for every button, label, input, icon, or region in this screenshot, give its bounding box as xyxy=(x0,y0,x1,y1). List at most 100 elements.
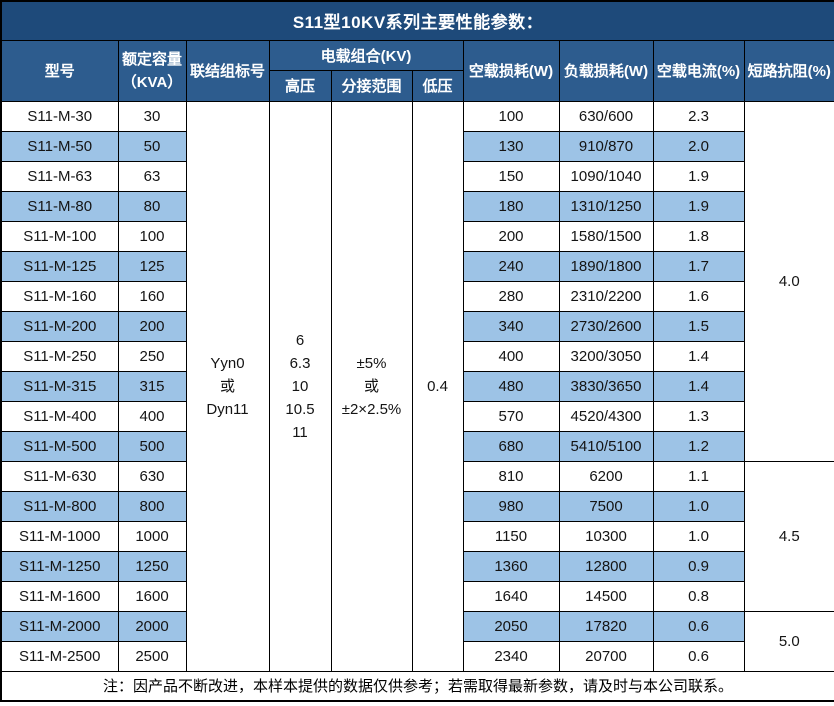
table-row: S11-M-250 250 400 3200/3050 1.4 xyxy=(0,340,834,372)
low-voltage-cell: 0.4 xyxy=(411,100,464,672)
capacity-cell: 500 xyxy=(117,430,187,462)
header-model: 型号 xyxy=(0,39,119,102)
header-load-loss: 负载损耗(W) xyxy=(558,39,654,102)
model-cell: S11-M-500 xyxy=(0,430,119,462)
no-load-current-cell: 1.4 xyxy=(652,370,745,402)
load-loss-cell: 2310/2200 xyxy=(558,280,654,312)
model-cell: S11-M-315 xyxy=(0,370,119,402)
no-load-loss-cell: 340 xyxy=(462,310,560,342)
no-load-current-cell: 1.0 xyxy=(652,490,745,522)
no-load-loss-cell: 240 xyxy=(462,250,560,282)
footer-note: 注：因产品不断改进，本样本提供的数据仅供参考；若需取得最新参数，请及时与本公司联… xyxy=(0,670,834,702)
table-row: S11-M-500 500 680 5410/5100 1.2 xyxy=(0,430,834,462)
no-load-loss-cell: 810 xyxy=(462,460,560,492)
no-load-loss-cell: 100 xyxy=(462,100,560,132)
capacity-cell: 160 xyxy=(117,280,187,312)
load-loss-cell: 12800 xyxy=(558,550,654,582)
table-row: S11-M-400 400 570 4520/4300 1.3 xyxy=(0,400,834,432)
no-load-loss-cell: 130 xyxy=(462,130,560,162)
table-row: S11-M-63 63 150 1090/1040 1.9 xyxy=(0,160,834,192)
no-load-current-cell: 1.0 xyxy=(652,520,745,552)
load-loss-cell: 630/600 xyxy=(558,100,654,132)
table-row: S11-M-1000 1000 1150 10300 1.0 xyxy=(0,520,834,552)
capacity-cell: 1600 xyxy=(117,580,187,612)
no-load-loss-cell: 180 xyxy=(462,190,560,222)
model-cell: S11-M-1250 xyxy=(0,550,119,582)
no-load-current-cell: 0.9 xyxy=(652,550,745,582)
title-row: S11型10KV系列主要性能参数： xyxy=(0,0,834,41)
no-load-loss-cell: 1360 xyxy=(462,550,560,582)
header-no-load-current: 空载电流(%) xyxy=(652,39,745,102)
table-row: S11-M-630 630 810 6200 1.1 4.5 xyxy=(0,460,834,612)
model-cell: S11-M-1600 xyxy=(0,580,119,612)
header-no-load-loss: 空载损耗(W) xyxy=(462,39,560,102)
no-load-current-cell: 1.9 xyxy=(652,190,745,222)
load-loss-cell: 910/870 xyxy=(558,130,654,162)
table-row: S11-M-125 125 240 1890/1800 1.7 xyxy=(0,250,834,282)
load-loss-cell: 10300 xyxy=(558,520,654,552)
table-row: S11-M-800 800 980 7500 1.0 xyxy=(0,490,834,522)
no-load-current-cell: 1.3 xyxy=(652,400,745,432)
capacity-cell: 125 xyxy=(117,250,187,282)
load-loss-cell: 14500 xyxy=(558,580,654,612)
model-cell: S11-M-2500 xyxy=(0,640,119,672)
table-row: S11-M-200 200 340 2730/2600 1.5 xyxy=(0,310,834,342)
tap-range-cell: ±5% 或 ±2×2.5% xyxy=(330,100,413,672)
model-cell: S11-M-160 xyxy=(0,280,119,312)
load-loss-cell: 1090/1040 xyxy=(558,160,654,192)
load-loss-cell: 5410/5100 xyxy=(558,430,654,462)
no-load-loss-cell: 280 xyxy=(462,280,560,312)
capacity-cell: 315 xyxy=(117,370,187,402)
impedance-cell: 4.0 xyxy=(743,100,834,462)
no-load-current-cell: 0.8 xyxy=(652,580,745,612)
no-load-current-cell: 1.6 xyxy=(652,280,745,312)
no-load-current-cell: 1.8 xyxy=(652,220,745,252)
capacity-cell: 2000 xyxy=(117,610,187,642)
table-row: S11-M-315 315 480 3830/3650 1.4 xyxy=(0,370,834,402)
impedance-cell: 4.5 xyxy=(743,460,834,612)
capacity-cell: 800 xyxy=(117,490,187,522)
no-load-loss-cell: 1150 xyxy=(462,520,560,552)
model-cell: S11-M-630 xyxy=(0,460,119,492)
model-cell: S11-M-1000 xyxy=(0,520,119,552)
no-load-current-cell: 1.4 xyxy=(652,340,745,372)
model-cell: S11-M-50 xyxy=(0,130,119,162)
table-row: S11-M-50 50 130 910/870 2.0 xyxy=(0,130,834,162)
table-row: S11-M-80 80 180 1310/1250 1.9 xyxy=(0,190,834,222)
header-row-2: 高压 分接范围 低压 xyxy=(1,69,834,102)
impedance-cell: 5.0 xyxy=(743,610,834,672)
no-load-loss-cell: 2340 xyxy=(462,640,560,672)
model-cell: S11-M-100 xyxy=(0,220,119,252)
header-row-1: 型号 额定容量 （KVA） 联结组标号 电载组合(KV) 空载损耗(W) 负载损… xyxy=(0,39,834,102)
no-load-loss-cell: 1640 xyxy=(462,580,560,612)
header-low-voltage: 低压 xyxy=(411,69,464,102)
load-loss-cell: 7500 xyxy=(558,490,654,522)
model-cell: S11-M-250 xyxy=(0,340,119,372)
load-loss-cell: 1890/1800 xyxy=(558,250,654,282)
table-row: S11-M-1250 1250 1360 12800 0.9 xyxy=(0,550,834,582)
load-loss-cell: 3830/3650 xyxy=(558,370,654,402)
table-row: S11-M-2500 2500 2340 20700 0.6 xyxy=(0,640,834,672)
capacity-cell: 630 xyxy=(117,460,187,492)
no-load-current-cell: 2.0 xyxy=(652,130,745,162)
model-cell: S11-M-80 xyxy=(0,190,119,222)
footer-row: 注：因产品不断改进，本样本提供的数据仅供参考；若需取得最新参数，请及时与本公司联… xyxy=(0,670,834,702)
load-loss-cell: 1310/1250 xyxy=(558,190,654,222)
capacity-cell: 400 xyxy=(117,400,187,432)
no-load-current-cell: 1.7 xyxy=(652,250,745,282)
table-row: S11-M-1600 1600 1640 14500 0.8 xyxy=(0,580,834,612)
model-cell: S11-M-125 xyxy=(0,250,119,282)
no-load-loss-cell: 200 xyxy=(462,220,560,252)
no-load-loss-cell: 150 xyxy=(462,160,560,192)
no-load-current-cell: 1.1 xyxy=(652,460,745,492)
capacity-cell: 200 xyxy=(117,310,187,342)
capacity-cell: 1250 xyxy=(117,550,187,582)
no-load-loss-cell: 480 xyxy=(462,370,560,402)
load-loss-cell: 17820 xyxy=(558,610,654,642)
table-row: S11-M-2000 2000 2050 17820 0.6 5.0 xyxy=(0,610,834,672)
header-voltage-combo: 电载组合(KV) xyxy=(268,39,464,71)
load-loss-cell: 2730/2600 xyxy=(558,310,654,342)
load-loss-cell: 1580/1500 xyxy=(558,220,654,252)
